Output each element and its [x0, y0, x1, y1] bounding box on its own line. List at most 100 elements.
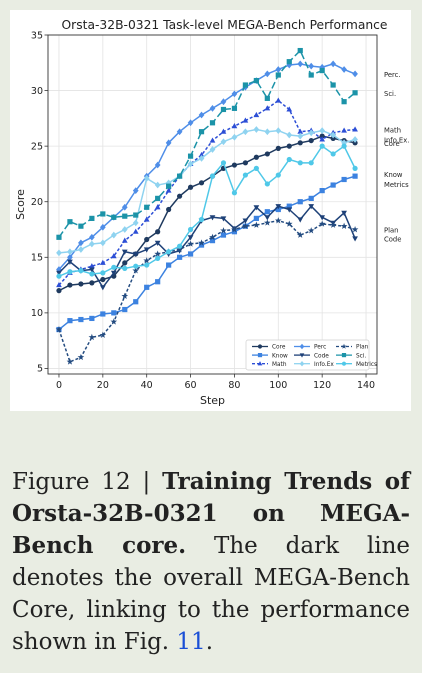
x-tick-label: 140 [357, 380, 375, 391]
data-point [89, 280, 95, 286]
data-point [198, 111, 205, 119]
data-point [67, 282, 73, 288]
data-point [352, 165, 358, 171]
data-point [308, 160, 314, 166]
data-point [177, 173, 183, 179]
figure-reference-link[interactable]: 11 [176, 629, 206, 655]
series-end-label: Plan [384, 227, 398, 235]
data-point [154, 204, 161, 210]
data-point [253, 77, 259, 84]
data-point [220, 106, 227, 113]
data-point [286, 207, 293, 213]
data-point [89, 315, 95, 322]
series-line [58, 205, 356, 289]
data-point [231, 190, 238, 196]
data-point [78, 268, 84, 274]
data-point [89, 267, 95, 273]
data-point [198, 154, 205, 162]
data-point [231, 226, 238, 233]
data-point [319, 136, 326, 142]
data-point [231, 105, 238, 111]
data-point [319, 143, 325, 149]
data-point [308, 129, 315, 137]
data-point [242, 117, 249, 123]
data-point [274, 217, 282, 224]
data-point [253, 221, 260, 228]
data-point [122, 265, 128, 272]
data-point [264, 219, 271, 226]
data-point [264, 151, 270, 157]
data-point [166, 206, 172, 213]
data-point [209, 233, 216, 241]
y-tick-label: 15 [31, 253, 43, 264]
data-point [308, 62, 315, 70]
data-point [198, 216, 205, 223]
caption-text: The dark line denotes the overall MEGA-B… [12, 533, 410, 655]
data-point [198, 242, 205, 248]
data-point [340, 222, 348, 230]
data-point [110, 253, 117, 259]
data-point [329, 221, 337, 228]
data-point [209, 104, 216, 112]
data-point [55, 326, 63, 333]
data-point [144, 284, 150, 290]
data-point [352, 136, 358, 143]
data-point [56, 234, 62, 240]
data-point [297, 199, 303, 205]
series-perc [56, 60, 358, 273]
data-point [100, 211, 106, 217]
x-tick-label: 120 [313, 380, 331, 391]
data-point [67, 253, 73, 261]
series-line [58, 128, 356, 254]
data-point [297, 132, 304, 140]
x-tick-label: 80 [228, 380, 240, 391]
data-point [318, 220, 326, 227]
data-point [275, 66, 282, 73]
data-point [242, 160, 248, 166]
data-point [231, 162, 238, 168]
data-point [78, 316, 84, 323]
legend-marker [299, 353, 305, 358]
data-point [231, 90, 238, 98]
data-point [319, 67, 325, 74]
data-point [111, 264, 117, 270]
data-point [78, 223, 84, 229]
data-point [99, 223, 106, 231]
data-point [165, 139, 172, 147]
data-point [264, 181, 270, 187]
data-point [275, 97, 282, 103]
data-point [133, 212, 139, 218]
caption-end: . [205, 629, 214, 655]
data-point [330, 182, 336, 188]
chart-title: Orsta-32B-0321 Task-level MEGA-Bench Per… [61, 18, 387, 32]
data-point [275, 204, 282, 210]
y-tick-label: 20 [31, 197, 43, 208]
data-point [297, 160, 303, 166]
y-tick-label: 35 [31, 30, 43, 41]
data-point [264, 215, 271, 221]
data-point [176, 128, 183, 136]
data-point [111, 214, 117, 220]
data-point [56, 273, 62, 279]
data-point [99, 331, 107, 338]
y-tick-label: 25 [31, 141, 43, 152]
legend-label: Core [272, 345, 286, 351]
data-point [143, 175, 150, 182]
data-point [330, 151, 336, 157]
legend-marker [257, 344, 263, 349]
x-tick-label: 100 [269, 380, 287, 391]
data-point [319, 215, 326, 221]
data-point [286, 156, 292, 163]
data-point [209, 120, 216, 126]
data-point [352, 90, 358, 96]
legend-marker [299, 343, 305, 350]
data-point [154, 240, 161, 246]
legend-label: Metrics [356, 362, 377, 368]
legend-marker [299, 360, 305, 367]
plot-frame [47, 34, 378, 375]
y-tick-label: 10 [31, 308, 43, 319]
data-point [275, 206, 281, 213]
series-line [58, 145, 356, 277]
data-point [177, 243, 183, 249]
data-point [341, 127, 347, 133]
